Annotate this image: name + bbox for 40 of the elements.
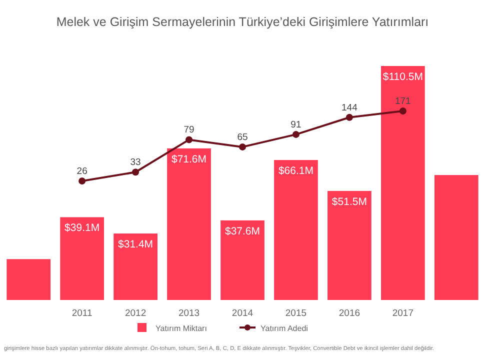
data-label: 91 [290, 119, 302, 130]
x-tick-label: 2014 [232, 308, 254, 319]
x-tick-label: 2015 [285, 308, 307, 319]
data-label: 144 [342, 102, 358, 114]
bar [60, 217, 104, 300]
x-tick-label: 2013 [178, 308, 200, 319]
point [239, 143, 246, 150]
x-tick-label: 2017 [392, 308, 414, 319]
bar [167, 148, 211, 300]
data-label: $31.4M [118, 238, 154, 251]
data-label: $66.1M [278, 165, 314, 178]
bar [6, 259, 51, 300]
data-label: 65 [237, 132, 248, 143]
data-label: 79 [184, 124, 194, 136]
legend-label: Yatırım Miktarı [156, 324, 207, 333]
data-label: $110.5M [382, 71, 423, 83]
legend-label: Yatırım Adedi [260, 324, 308, 333]
bar [220, 220, 264, 300]
data-label: $37.6M [224, 225, 260, 238]
point [78, 178, 86, 184]
data-label: $39.1M [64, 222, 100, 234]
point [346, 114, 353, 121]
bar [328, 190, 372, 300]
point [132, 168, 140, 176]
point [186, 136, 193, 144]
data-label: $51.5M [332, 196, 367, 208]
bar [274, 160, 318, 300]
data-label: 26 [76, 166, 88, 177]
x-tick-label: 2012 [124, 308, 146, 319]
data-label: $71.6M [172, 153, 207, 166]
bar [114, 234, 158, 300]
data-label: 171 [394, 96, 411, 107]
point [399, 108, 406, 114]
data-label: 33 [130, 157, 141, 168]
x-tick-label: 2016 [338, 308, 360, 319]
point [292, 130, 300, 138]
bar [381, 66, 425, 300]
chart-title: Melek ve Girişim Sermayelerinin Türkiye’deki Girişimlere Yatırımları [56, 15, 429, 29]
bar [434, 175, 478, 300]
x-tick-label: 2011 [72, 308, 92, 319]
